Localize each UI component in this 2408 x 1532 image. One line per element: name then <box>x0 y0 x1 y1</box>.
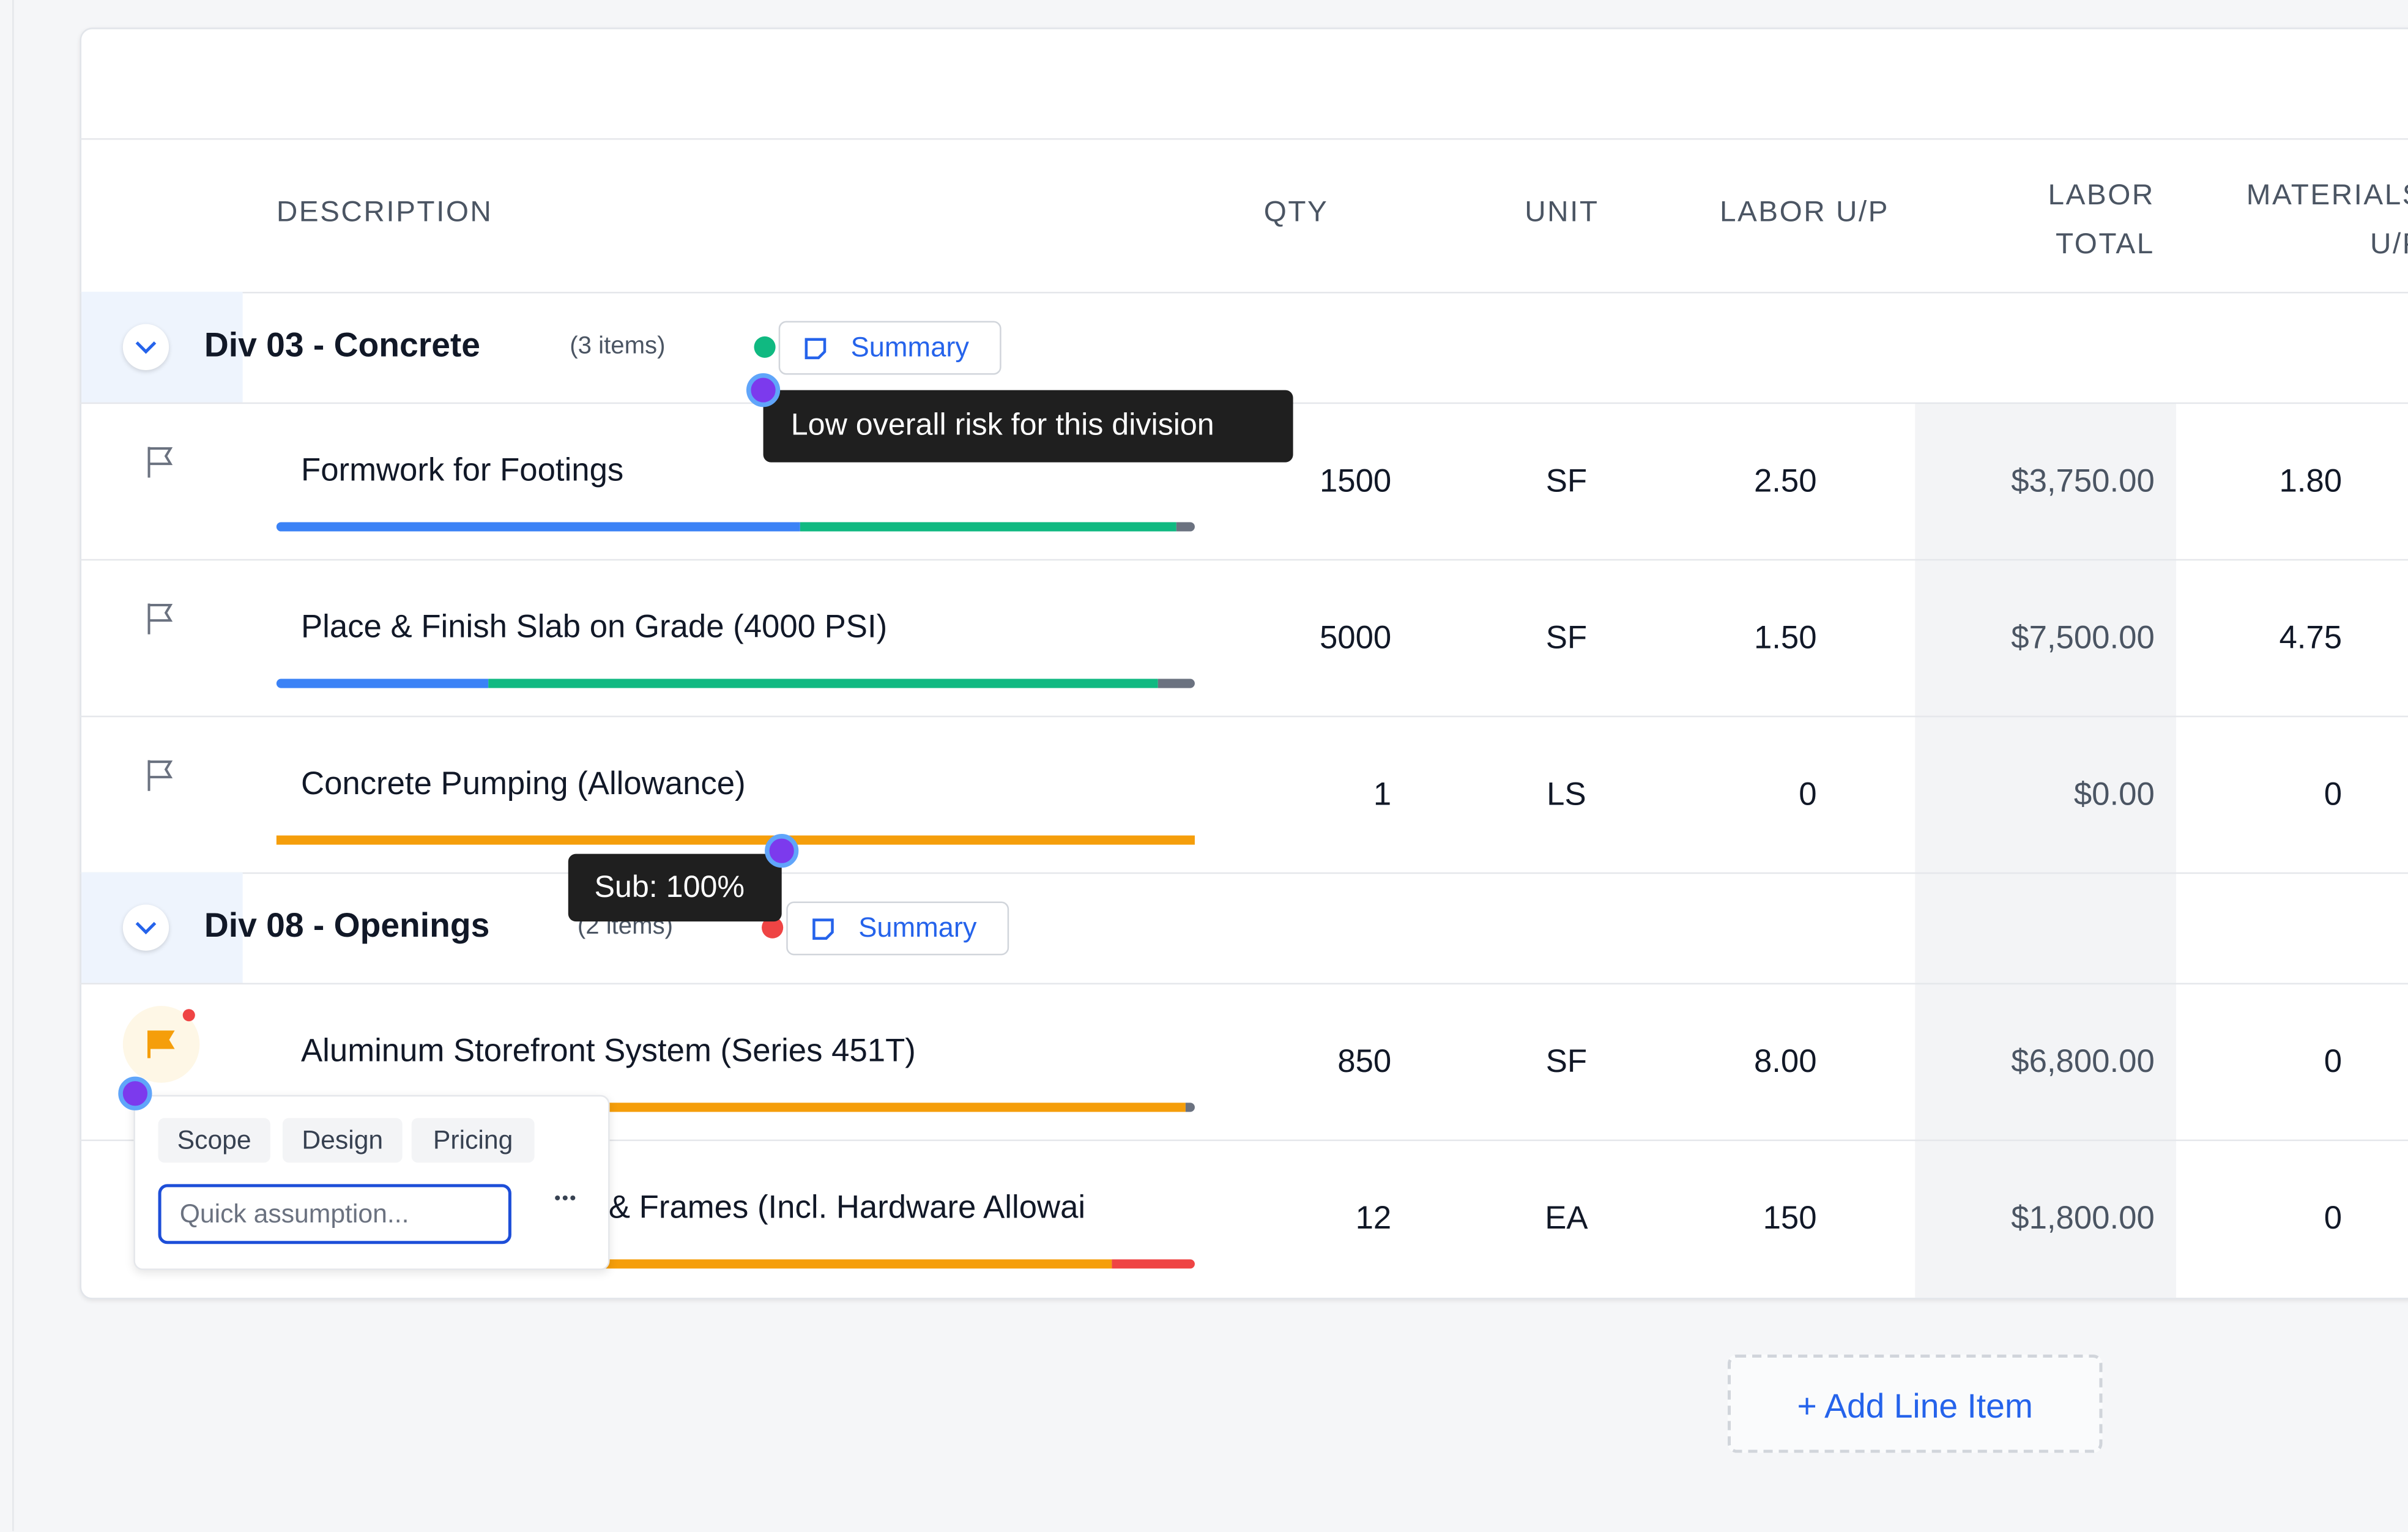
collapse-toggle[interactable] <box>122 324 169 370</box>
row-divider <box>80 872 2408 874</box>
column-header: LABOR TOTAL <box>2048 179 2155 261</box>
dots-icon <box>555 1195 576 1200</box>
flag-icon <box>147 1009 195 1058</box>
qty: 5000 <box>1319 620 1392 656</box>
unit: SF <box>1545 464 1588 499</box>
labor-total-column <box>1915 402 2176 1298</box>
unit: SF <box>1545 620 1588 656</box>
collapse-toggle[interactable] <box>122 904 169 951</box>
materials-unit-price: 4.75 <box>2279 620 2343 656</box>
tag-chip[interactable]: Design <box>282 1118 403 1163</box>
labor-unit-price: 0 <box>1799 777 1817 812</box>
unit: EA <box>1545 1200 1588 1236</box>
add-line-item-button[interactable]: + Add Line Item <box>1727 1354 2103 1453</box>
qty: 12 <box>1355 1200 1392 1236</box>
pointer-dot <box>765 834 799 868</box>
chevron <box>135 341 157 354</box>
cost-bar-segment <box>488 679 1158 688</box>
labor-total: $6,800.00 <box>2011 1044 2155 1080</box>
chevron <box>135 921 157 935</box>
row-divider <box>80 715 2408 718</box>
note-icon <box>812 918 834 940</box>
cost-bar-segment <box>276 835 1195 845</box>
materials-unit-price: 0 <box>2324 777 2343 812</box>
line-item-name: Concrete Pumping (Allowance) <box>300 766 746 802</box>
flag-icon <box>147 447 173 478</box>
line-item-name: Place & Finish Slab on Grade (4000 PSI) <box>300 609 888 645</box>
labor-unit-price: 2.50 <box>1753 464 1817 499</box>
cost-bar-segment <box>1158 679 1195 688</box>
cost-bar-segment <box>1112 1259 1195 1269</box>
cost-bar-segment <box>800 522 1176 532</box>
cost-bar-segment <box>276 679 488 688</box>
labor-total: $7,500.00 <box>2011 620 2155 656</box>
qty: 850 <box>1337 1044 1392 1080</box>
row-divider <box>80 138 2408 140</box>
labor-total: $0.00 <box>2073 777 2155 812</box>
labor-unit-price: 8.00 <box>1753 1044 1817 1080</box>
row-divider <box>80 983 2408 985</box>
pointer-dot <box>746 373 781 407</box>
line-item-name: Formwork for Footings <box>300 453 624 489</box>
row-divider <box>80 559 2408 561</box>
column-header: UNIT <box>1525 196 1599 229</box>
note-icon <box>805 338 827 360</box>
labor-total: $1,800.00 <box>2011 1200 2155 1236</box>
column-header: MATERIALS U/P <box>2246 179 2408 261</box>
item-count: (3 items) <box>570 333 666 360</box>
unit: SF <box>1545 1044 1588 1080</box>
labor-unit-price: 1.50 <box>1753 620 1817 656</box>
tag-chip[interactable]: Scope <box>158 1118 270 1163</box>
line-item-name: s & Frames (Incl. Hardware Allowai <box>583 1190 1086 1226</box>
summary-button[interactable]: Summary <box>786 901 1009 956</box>
materials-unit-price: 0 <box>2324 1044 2343 1080</box>
line-item-name: Aluminum Storefront System (Series 451T) <box>300 1033 916 1069</box>
division-title: Div 08 - Openings <box>204 906 490 945</box>
flag-button[interactable] <box>141 442 181 482</box>
labor-unit-price: 150 <box>1763 1200 1817 1236</box>
cost-bar-segment <box>276 522 800 532</box>
cost-bar-segment <box>1185 1103 1195 1112</box>
qty: 1 <box>1373 777 1392 812</box>
cost-bar-segment <box>1176 522 1195 532</box>
tooltip: Sub: 100% <box>568 853 782 922</box>
column-header: DESCRIPTION <box>276 196 493 229</box>
assumption-input[interactable]: Quick assumption... <box>158 1184 511 1244</box>
division-title: Div 03 - Concrete <box>204 325 481 364</box>
qty: 1500 <box>1319 464 1392 499</box>
more-menu[interactable] <box>550 1186 584 1210</box>
materials-unit-price: 0 <box>2324 1200 2343 1236</box>
risk-dot <box>754 336 776 358</box>
row-divider <box>80 1139 2408 1142</box>
tooltip: Low overall risk for this division <box>763 390 1293 463</box>
column-header: QTY <box>1263 196 1329 229</box>
row-divider <box>80 291 2408 294</box>
unit: LS <box>1547 777 1586 812</box>
summary-label: Summary <box>858 912 977 943</box>
flag-button[interactable] <box>141 756 181 795</box>
summary-button[interactable]: Summary <box>778 321 1001 375</box>
tag-chip[interactable]: Pricing <box>411 1118 535 1163</box>
materials-unit-price: 1.80 <box>2279 464 2343 499</box>
flag-button[interactable] <box>141 599 181 639</box>
left-border <box>0 0 14 1531</box>
flag-icon <box>147 603 173 634</box>
flag-button[interactable] <box>122 1006 200 1083</box>
summary-label: Summary <box>850 332 969 363</box>
flag-icon <box>147 760 173 791</box>
pointer-dot <box>118 1076 152 1110</box>
labor-total: $3,750.00 <box>2011 464 2155 499</box>
column-header: LABOR U/P <box>1719 196 1890 229</box>
